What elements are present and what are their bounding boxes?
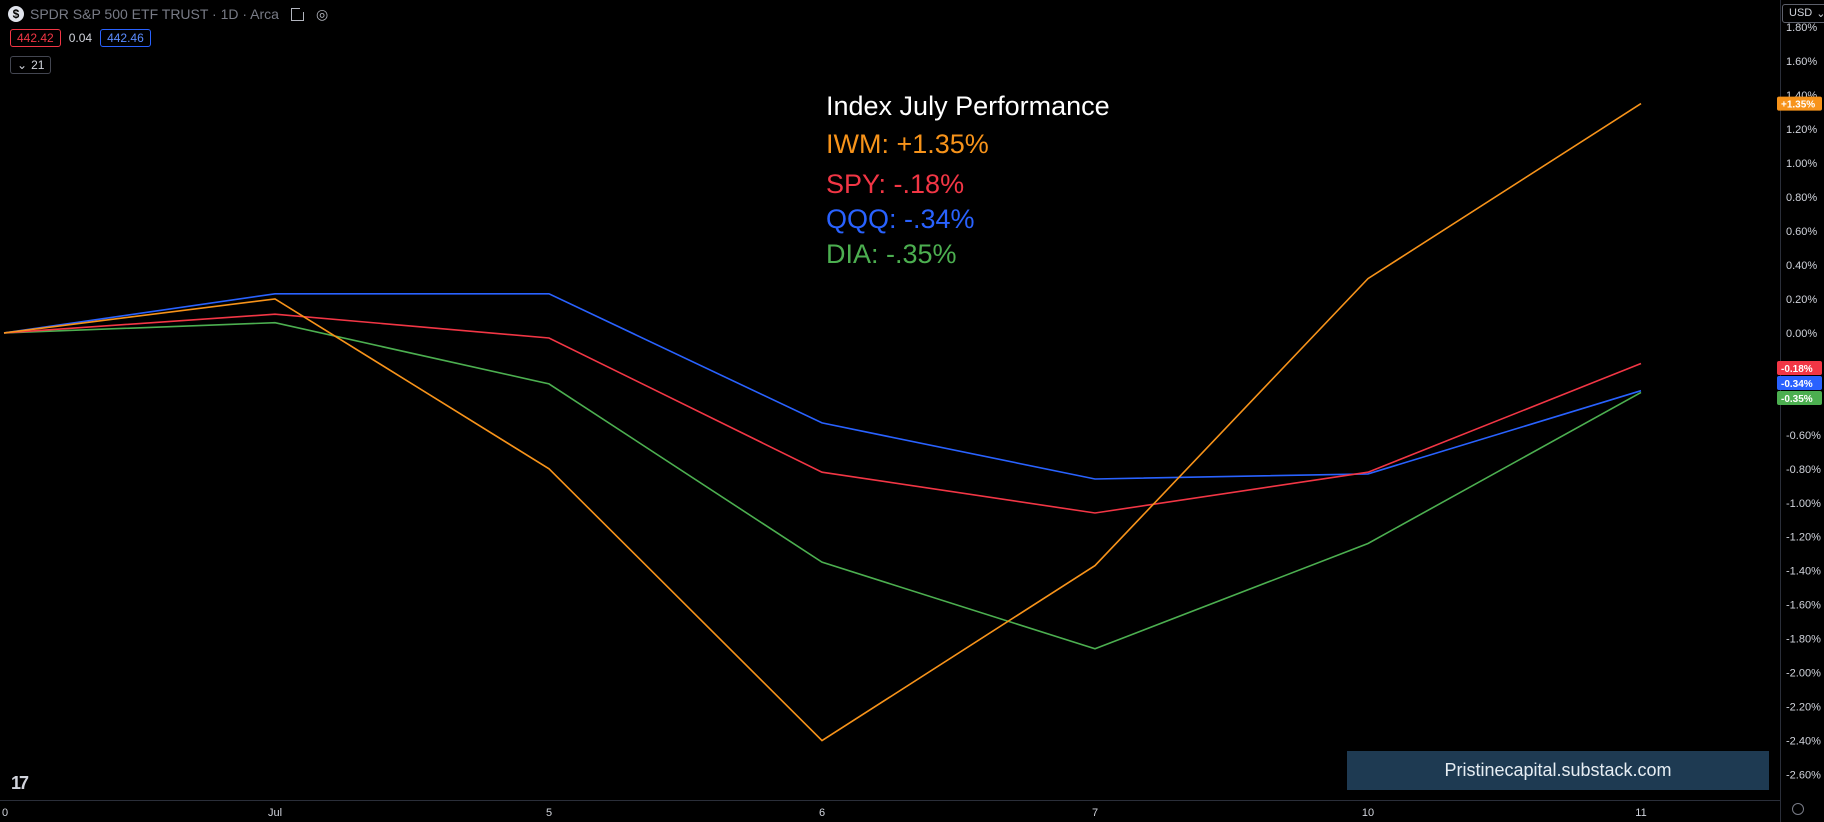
currency-select[interactable]: USD ⌄ — [1782, 4, 1824, 23]
last-value-badge-spy — [1777, 361, 1822, 375]
y-tick-label: 0.00% — [1786, 328, 1817, 340]
x-tick-label: Jul — [268, 807, 282, 819]
indicators-toggle-button[interactable]: ⌄ 21 — [10, 56, 52, 74]
y-tick-label: 1.60% — [1786, 56, 1817, 68]
annotation-qqq: QQQ: -.34% — [826, 204, 975, 234]
bid-ask-panel: 442.42 0.04 442.46 — [10, 29, 151, 47]
y-tick-label: 1.00% — [1786, 158, 1817, 170]
x-tick-label: 5 — [546, 807, 552, 819]
y-tick-label: -0.80% — [1786, 464, 1821, 476]
chevron-down-icon: ⌄ — [17, 58, 28, 72]
price-axis: 1.80%1.60%1.40%1.20%1.00%0.80%0.60%0.40%… — [1780, 0, 1821, 822]
spread-value: 0.04 — [68, 31, 93, 45]
x-tick-label: 11 — [1635, 807, 1646, 819]
y-tick-label: 0.40% — [1786, 260, 1817, 272]
y-tick-label: -2.40% — [1786, 736, 1821, 748]
x-tick-label: 0 — [2, 807, 8, 819]
last-value-label-spy: -0.18% — [1781, 364, 1813, 375]
annotation-spy: SPY: -.18% — [826, 169, 965, 199]
y-tick-label: -1.00% — [1786, 498, 1821, 510]
currency-label: USD — [1789, 7, 1813, 19]
last-value-label-qqq: -0.34% — [1781, 379, 1813, 390]
symbol-title[interactable]: SPDR S&P 500 ETF TRUST · 1D · Arca — [30, 6, 279, 22]
series-line-spy — [3, 313, 1642, 514]
series-line-qqq — [3, 292, 1642, 480]
chevron-down-icon: ⌄ — [1816, 8, 1824, 20]
bid-price[interactable]: 442.42 — [10, 29, 61, 47]
y-tick-label: 1.80% — [1786, 22, 1817, 34]
x-tick-label: 6 — [819, 807, 825, 819]
settings-gear-icon[interactable] — [1792, 803, 1804, 815]
last-value-badge-dia — [1777, 391, 1822, 405]
y-tick-label: -2.60% — [1786, 770, 1821, 782]
last-value-label-iwm: +1.35% — [1781, 100, 1815, 111]
hide-eye-icon[interactable]: ◎ — [315, 5, 329, 22]
series-lines — [3, 102, 1642, 742]
symbol-logo-icon: $ — [8, 6, 24, 22]
x-tick-label: 10 — [1362, 807, 1374, 819]
y-tick-label: -0.60% — [1786, 430, 1821, 442]
watermark-banner: Pristinecapital.substack.com — [1347, 751, 1769, 790]
series-line-iwm — [3, 102, 1642, 742]
annotation-dia: DIA: -.35% — [826, 239, 957, 269]
y-tick-label: -2.20% — [1786, 702, 1821, 714]
y-tick-label: 0.80% — [1786, 192, 1817, 204]
last-value-label-dia: -0.35% — [1781, 394, 1813, 405]
y-tick-label: 0.20% — [1786, 294, 1817, 306]
ask-price[interactable]: 442.46 — [100, 29, 151, 47]
y-tick-label: 0.60% — [1786, 226, 1817, 238]
y-tick-label: 1.20% — [1786, 124, 1817, 136]
last-value-badges: +1.35% -0.18% -0.34% -0.35% — [1777, 96, 1822, 405]
last-value-badge-qqq — [1777, 376, 1822, 390]
last-value-badge-iwm — [1777, 96, 1822, 111]
y-tick-label: -2.00% — [1786, 668, 1821, 680]
annotation-iwm: IWM: +1.35% — [826, 129, 989, 159]
time-axis: 0 Jul 5 6 7 10 11 — [0, 800, 1780, 819]
maximize-icon[interactable] — [290, 7, 304, 21]
y-tick-label: -1.40% — [1786, 566, 1821, 578]
y-tick-label: -1.80% — [1786, 634, 1821, 646]
indicators-count: 21 — [31, 58, 45, 72]
tradingview-logo[interactable]: 17 — [11, 773, 29, 793]
y-tick-label: -1.60% — [1786, 600, 1821, 612]
x-tick-label: 7 — [1092, 807, 1098, 819]
symbol-header[interactable]: $ SPDR S&P 500 ETF TRUST · 1D · Arca ◎ — [8, 4, 328, 24]
y-tick-label: -1.20% — [1786, 532, 1821, 544]
series-line-dia — [3, 321, 1642, 650]
annotation-title: Index July Performance — [826, 91, 1110, 121]
